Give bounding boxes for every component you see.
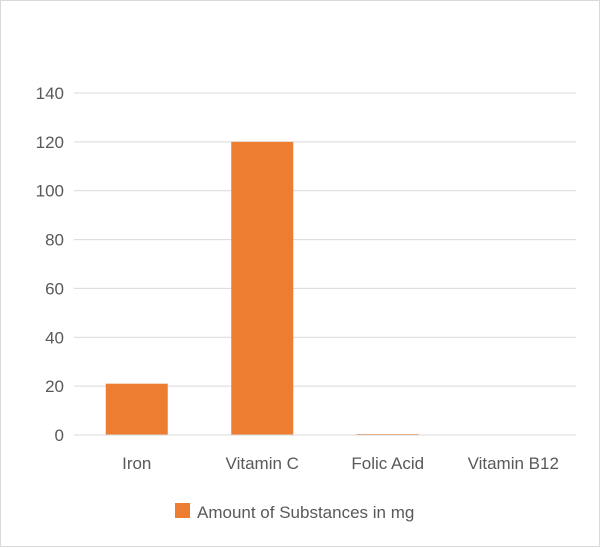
legend-swatch [175,503,190,518]
y-tick-label: 80 [45,231,64,250]
y-tick-label: 0 [55,426,64,445]
legend[interactable]: Amount of Substances in mg [175,503,414,522]
y-tick-label: 120 [36,133,64,152]
x-category-label: Vitamin B12 [468,454,559,473]
gridlines [74,93,576,386]
x-category-label: Iron [122,454,151,473]
y-tick-label: 60 [45,279,64,298]
x-category-label: Vitamin C [226,454,299,473]
bar[interactable] [106,384,168,435]
legend-label: Amount of Substances in mg [197,503,414,522]
y-axis-tick-labels: 0 20 40 60 80 100 120 140 [36,84,64,445]
x-axis-category-labels: Iron Vitamin C Folic Acid Vitamin B12 [122,454,559,473]
bar[interactable] [231,142,293,435]
y-tick-label: 140 [36,84,64,103]
y-tick-label: 20 [45,377,64,396]
y-tick-label: 40 [45,328,64,347]
y-tick-label: 100 [36,182,64,201]
x-category-label: Folic Acid [351,454,424,473]
